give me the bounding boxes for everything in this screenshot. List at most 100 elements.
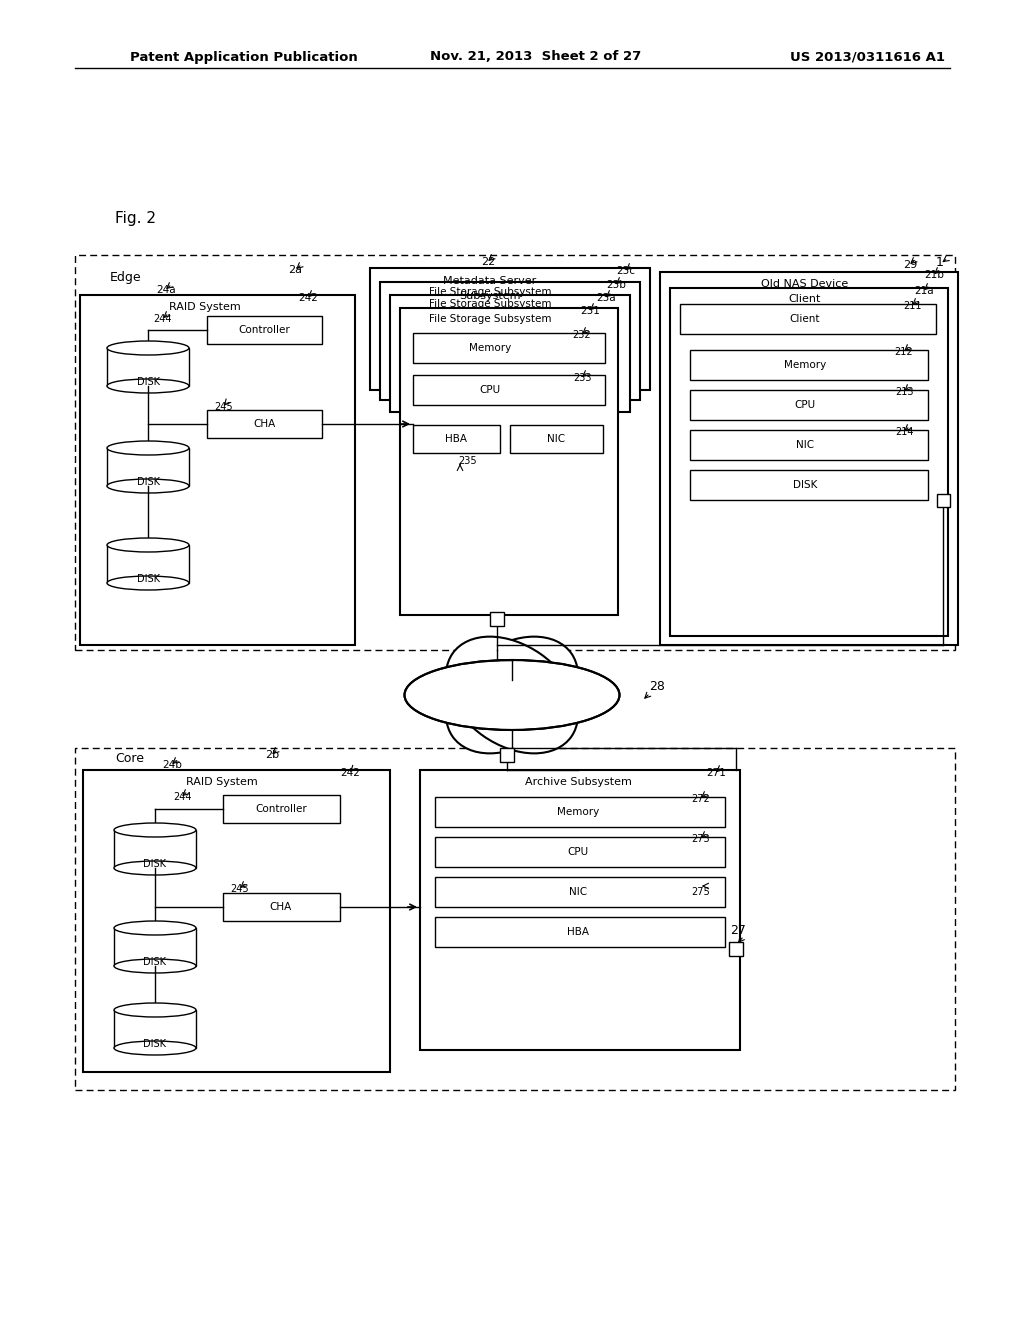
- Ellipse shape: [114, 960, 196, 973]
- Ellipse shape: [446, 636, 578, 754]
- Text: Fig. 2: Fig. 2: [115, 210, 156, 226]
- Text: File Storage Subsystem: File Storage Subsystem: [429, 314, 551, 323]
- Text: 1: 1: [936, 256, 944, 269]
- Bar: [690, 389, 928, 420]
- Text: 29: 29: [903, 260, 918, 271]
- Bar: [223, 795, 340, 822]
- Bar: [413, 375, 605, 405]
- Ellipse shape: [106, 576, 189, 590]
- Text: 2b: 2b: [265, 750, 280, 760]
- Text: 233: 233: [572, 374, 591, 383]
- Ellipse shape: [114, 861, 196, 875]
- Text: 242: 242: [340, 768, 360, 777]
- Bar: [510, 425, 603, 453]
- Ellipse shape: [114, 1003, 196, 1016]
- Text: 28: 28: [649, 681, 665, 693]
- Bar: [75, 748, 955, 1090]
- Bar: [729, 942, 743, 956]
- Text: 244: 244: [154, 314, 172, 323]
- Text: NIC: NIC: [796, 440, 814, 450]
- Text: Memory: Memory: [784, 360, 826, 370]
- Text: DISK: DISK: [136, 574, 160, 583]
- Text: DISK: DISK: [136, 477, 160, 487]
- Bar: [435, 797, 725, 828]
- Text: DISK: DISK: [136, 378, 160, 387]
- Text: Core: Core: [115, 751, 144, 764]
- Text: File Storage Subsystem: File Storage Subsystem: [429, 286, 551, 297]
- Bar: [207, 411, 322, 438]
- Text: 235: 235: [459, 455, 477, 466]
- Text: NIC: NIC: [547, 434, 565, 444]
- Text: Metadata Server: Metadata Server: [443, 276, 537, 286]
- Text: Old NAS Device: Old NAS Device: [762, 279, 849, 289]
- Text: 24b: 24b: [162, 760, 182, 770]
- Text: File Storage Subsystem: File Storage Subsystem: [429, 300, 551, 309]
- Bar: [114, 928, 196, 966]
- Ellipse shape: [106, 441, 189, 455]
- Text: Edge: Edge: [110, 272, 141, 285]
- Text: CHA: CHA: [270, 902, 292, 912]
- Text: 23b: 23b: [606, 280, 626, 290]
- Text: NIC: NIC: [569, 887, 587, 898]
- Ellipse shape: [114, 921, 196, 935]
- Bar: [207, 315, 322, 345]
- Text: 271: 271: [707, 768, 726, 777]
- Text: DISK: DISK: [143, 859, 167, 869]
- Bar: [680, 304, 936, 334]
- Text: Controller: Controller: [239, 325, 290, 335]
- Text: 273: 273: [691, 834, 711, 843]
- Text: 272: 272: [691, 795, 711, 804]
- Bar: [690, 350, 928, 380]
- Bar: [670, 288, 948, 636]
- Text: HBA: HBA: [567, 927, 589, 937]
- Text: 275: 275: [691, 887, 711, 898]
- Bar: [937, 494, 950, 507]
- Text: 244: 244: [173, 792, 191, 803]
- Ellipse shape: [404, 660, 620, 730]
- Bar: [690, 430, 928, 459]
- Ellipse shape: [114, 1041, 196, 1055]
- Bar: [106, 447, 189, 486]
- Text: HBA: HBA: [445, 434, 467, 444]
- Text: 21a: 21a: [914, 286, 934, 296]
- Text: CPU: CPU: [479, 385, 501, 395]
- Ellipse shape: [106, 341, 189, 355]
- Text: 231: 231: [580, 306, 600, 315]
- Text: Client: Client: [790, 314, 820, 323]
- Ellipse shape: [106, 479, 189, 492]
- Text: DISK: DISK: [793, 480, 817, 490]
- Text: DISK: DISK: [143, 1039, 167, 1049]
- Bar: [106, 545, 189, 583]
- Bar: [223, 894, 340, 921]
- Bar: [420, 770, 740, 1049]
- Text: Memory: Memory: [469, 343, 511, 352]
- Ellipse shape: [446, 636, 578, 754]
- Text: 27: 27: [730, 924, 745, 936]
- Text: Memory: Memory: [557, 807, 599, 817]
- Bar: [114, 830, 196, 869]
- Bar: [435, 917, 725, 946]
- Bar: [660, 272, 958, 645]
- Text: Nov. 21, 2013  Sheet 2 of 27: Nov. 21, 2013 Sheet 2 of 27: [430, 50, 641, 63]
- Text: RAID System: RAID System: [169, 302, 241, 312]
- Text: 24a: 24a: [157, 285, 176, 294]
- Text: CPU: CPU: [795, 400, 815, 411]
- Text: 212: 212: [895, 347, 913, 356]
- Text: RAID System: RAID System: [186, 777, 258, 787]
- Text: Subsystem: Subsystem: [459, 290, 521, 301]
- Bar: [80, 294, 355, 645]
- Text: DISK: DISK: [143, 957, 167, 968]
- Text: 21b: 21b: [924, 271, 944, 280]
- Bar: [435, 876, 725, 907]
- Bar: [413, 333, 605, 363]
- Bar: [500, 748, 514, 762]
- Text: US 2013/0311616 A1: US 2013/0311616 A1: [790, 50, 945, 63]
- Text: 232: 232: [572, 330, 591, 341]
- Text: 22: 22: [481, 257, 496, 267]
- Text: CHA: CHA: [253, 418, 275, 429]
- Text: Controller: Controller: [255, 804, 307, 814]
- Bar: [75, 255, 955, 649]
- Bar: [413, 425, 500, 453]
- Text: 211: 211: [903, 301, 922, 312]
- Text: Patent Application Publication: Patent Application Publication: [130, 50, 357, 63]
